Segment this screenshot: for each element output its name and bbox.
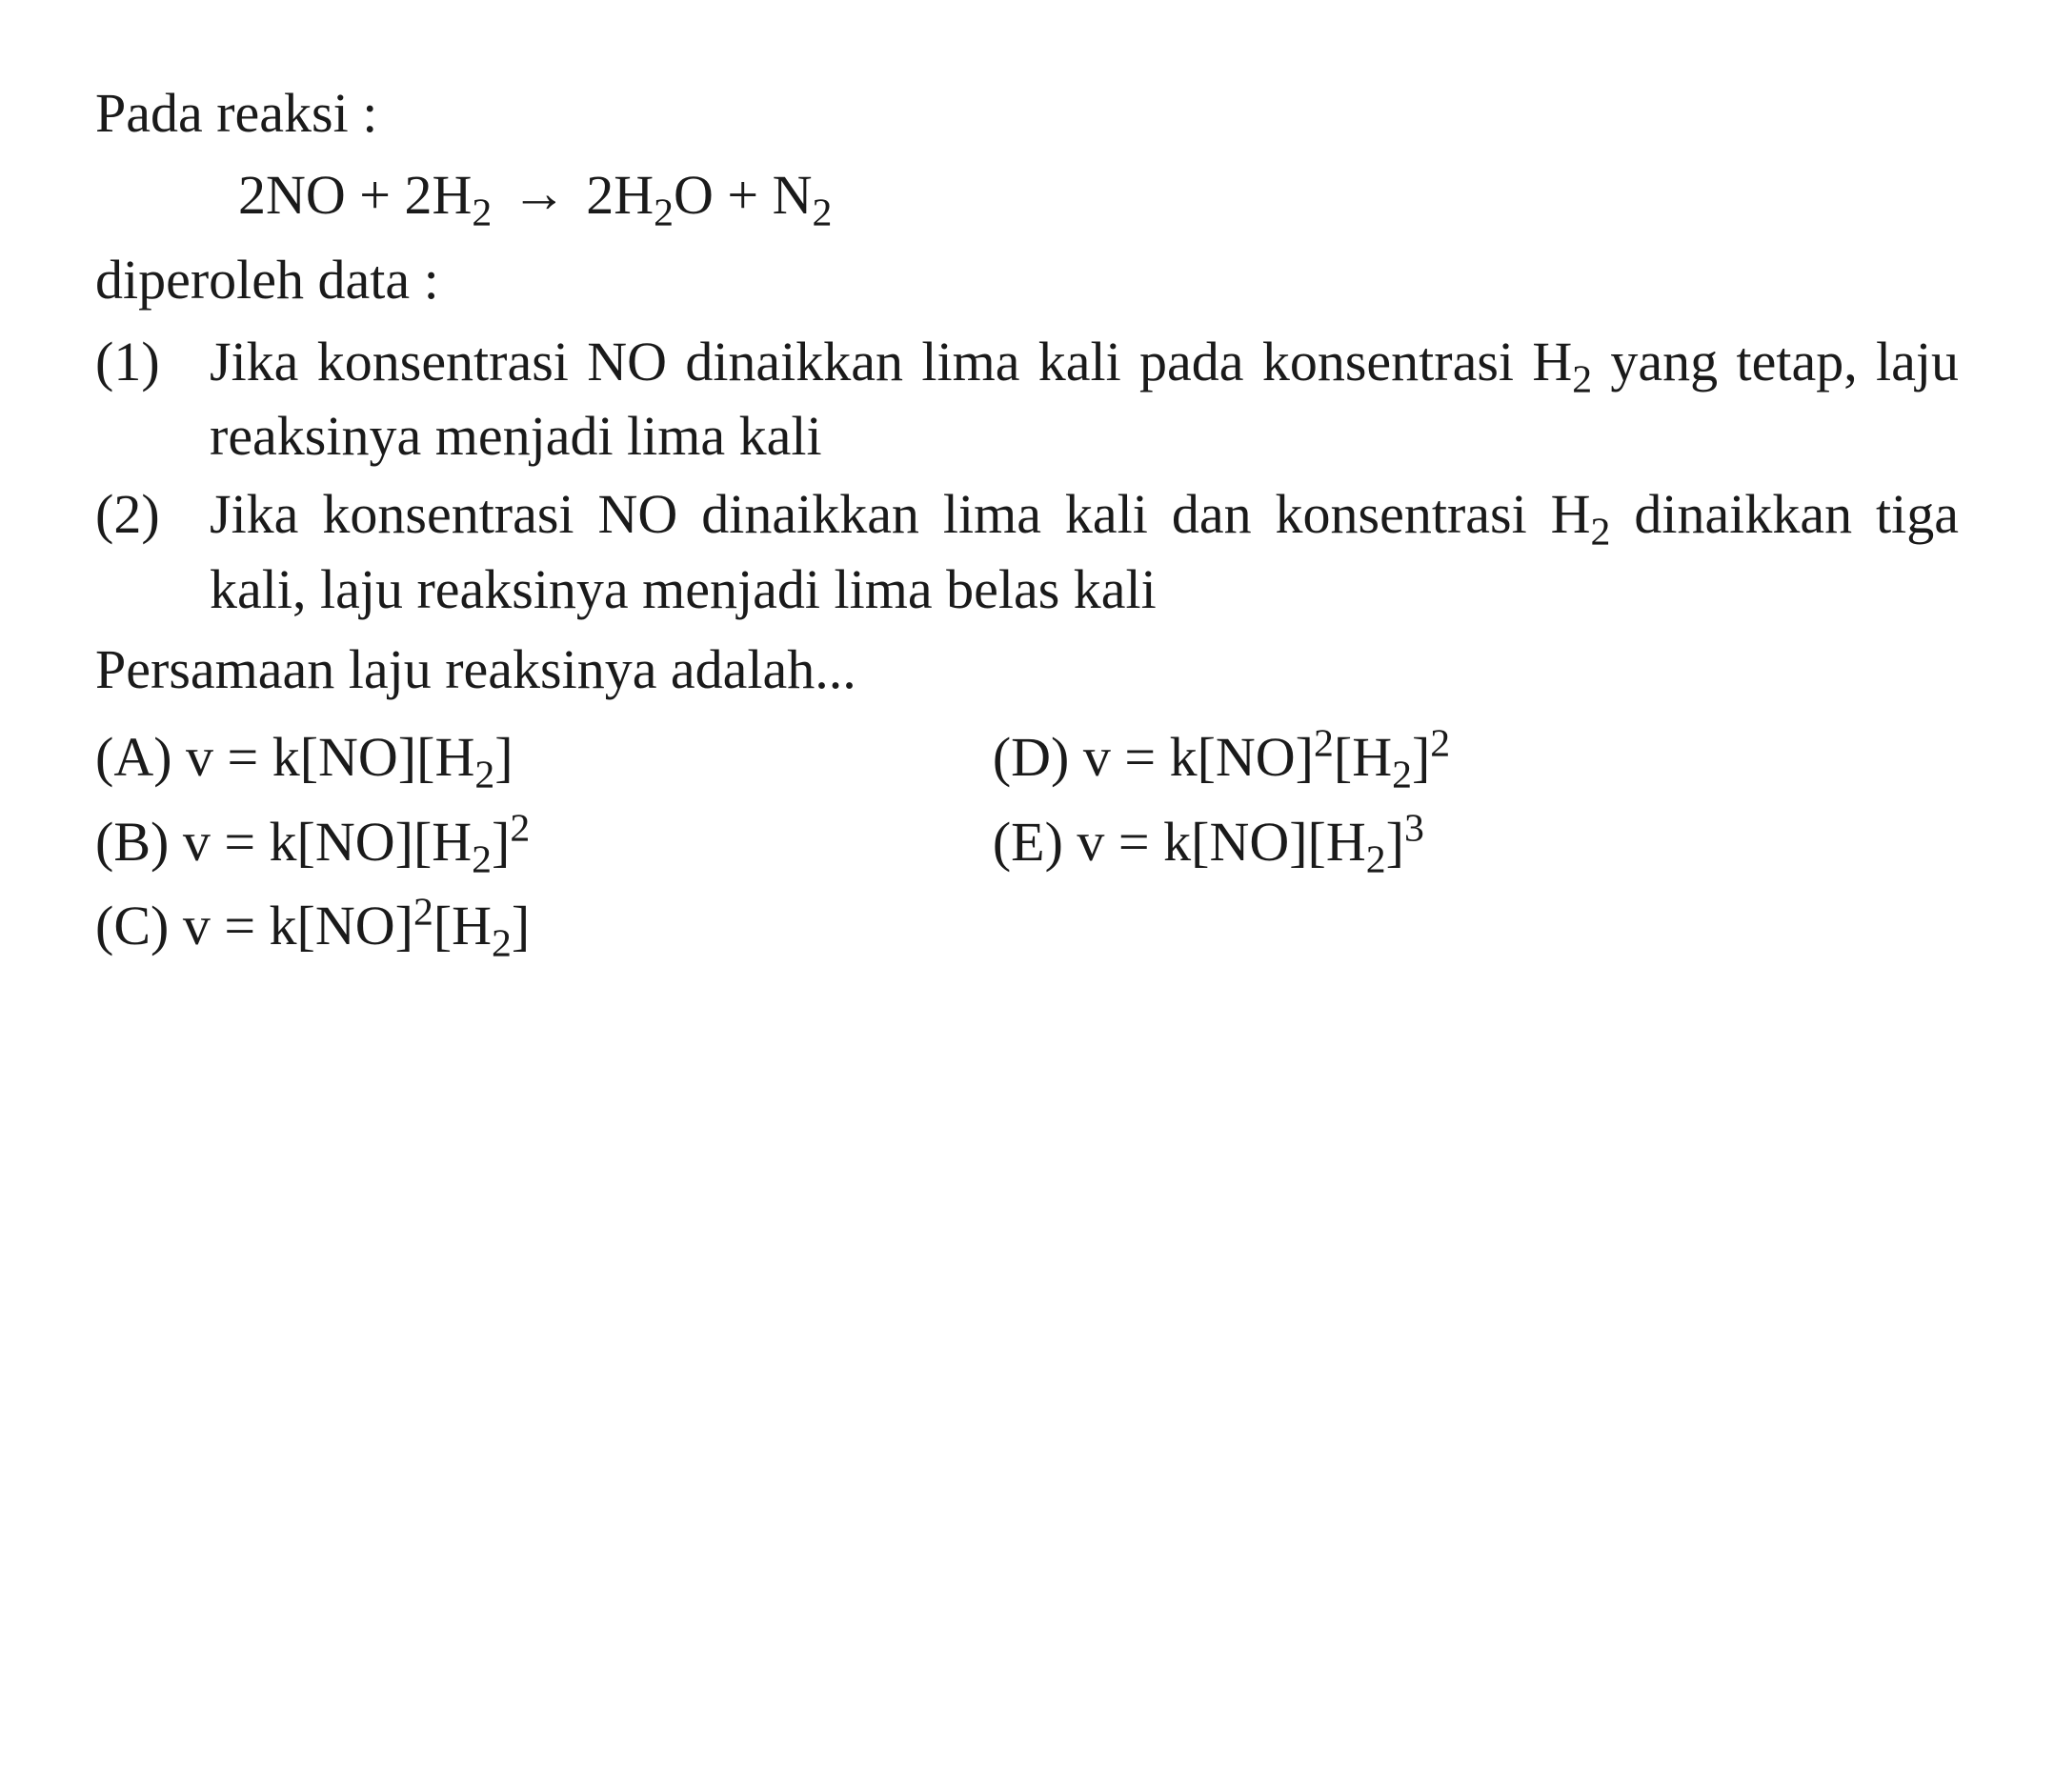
option-label: (A) <box>95 726 172 788</box>
data-item: (2) Jika konsentrasi NO dinaikkan lima k… <box>95 477 1959 627</box>
option-label: (C) <box>95 895 169 956</box>
problem-block: Pada reaksi : 2NO + 2H2 → 2H2O + N2 dipe… <box>95 76 1959 963</box>
option-expression: v = k[NO][H2] <box>186 726 514 788</box>
option-expression: v = k[NO]2[H2] <box>183 895 530 956</box>
option-d: (D) v = k[NO]2[H2]2 <box>993 720 1959 795</box>
data-list: (1) Jika konsentrasi NO dinaikkan lima k… <box>95 325 1959 627</box>
option-b: (B) v = k[NO][H2]2 <box>95 805 936 879</box>
option-c: (C) v = k[NO]2[H2] <box>95 889 936 963</box>
intro-text: Pada reaksi : <box>95 76 1959 151</box>
data-item-text: Jika konsentrasi NO dinaikkan lima kali … <box>210 325 1959 474</box>
data-item-number: (1) <box>95 325 210 474</box>
option-label: (D) <box>993 726 1070 788</box>
question-text: Persamaan laju reaksinya adalah... <box>95 633 1959 707</box>
data-item-text: Jika konsentrasi NO dinaikkan lima kali … <box>210 477 1959 627</box>
option-expression: v = k[NO][H2]2 <box>183 811 530 873</box>
option-e: (E) v = k[NO][H2]3 <box>993 805 1959 879</box>
option-label: (E) <box>993 811 1063 873</box>
option-label: (B) <box>95 811 169 873</box>
subintro-text: diperoleh data : <box>95 243 1959 317</box>
option-a: (A) v = k[NO][H2] <box>95 720 936 795</box>
data-item: (1) Jika konsentrasi NO dinaikkan lima k… <box>95 325 1959 474</box>
reaction-equation: 2NO + 2H2 → 2H2O + N2 <box>238 158 1959 232</box>
option-expression: v = k[NO]2[H2]2 <box>1083 726 1450 788</box>
answer-options: (A) v = k[NO][H2] (D) v = k[NO]2[H2]2 (B… <box>95 720 1959 963</box>
option-expression: v = k[NO][H2]3 <box>1077 811 1423 873</box>
data-item-number: (2) <box>95 477 210 627</box>
